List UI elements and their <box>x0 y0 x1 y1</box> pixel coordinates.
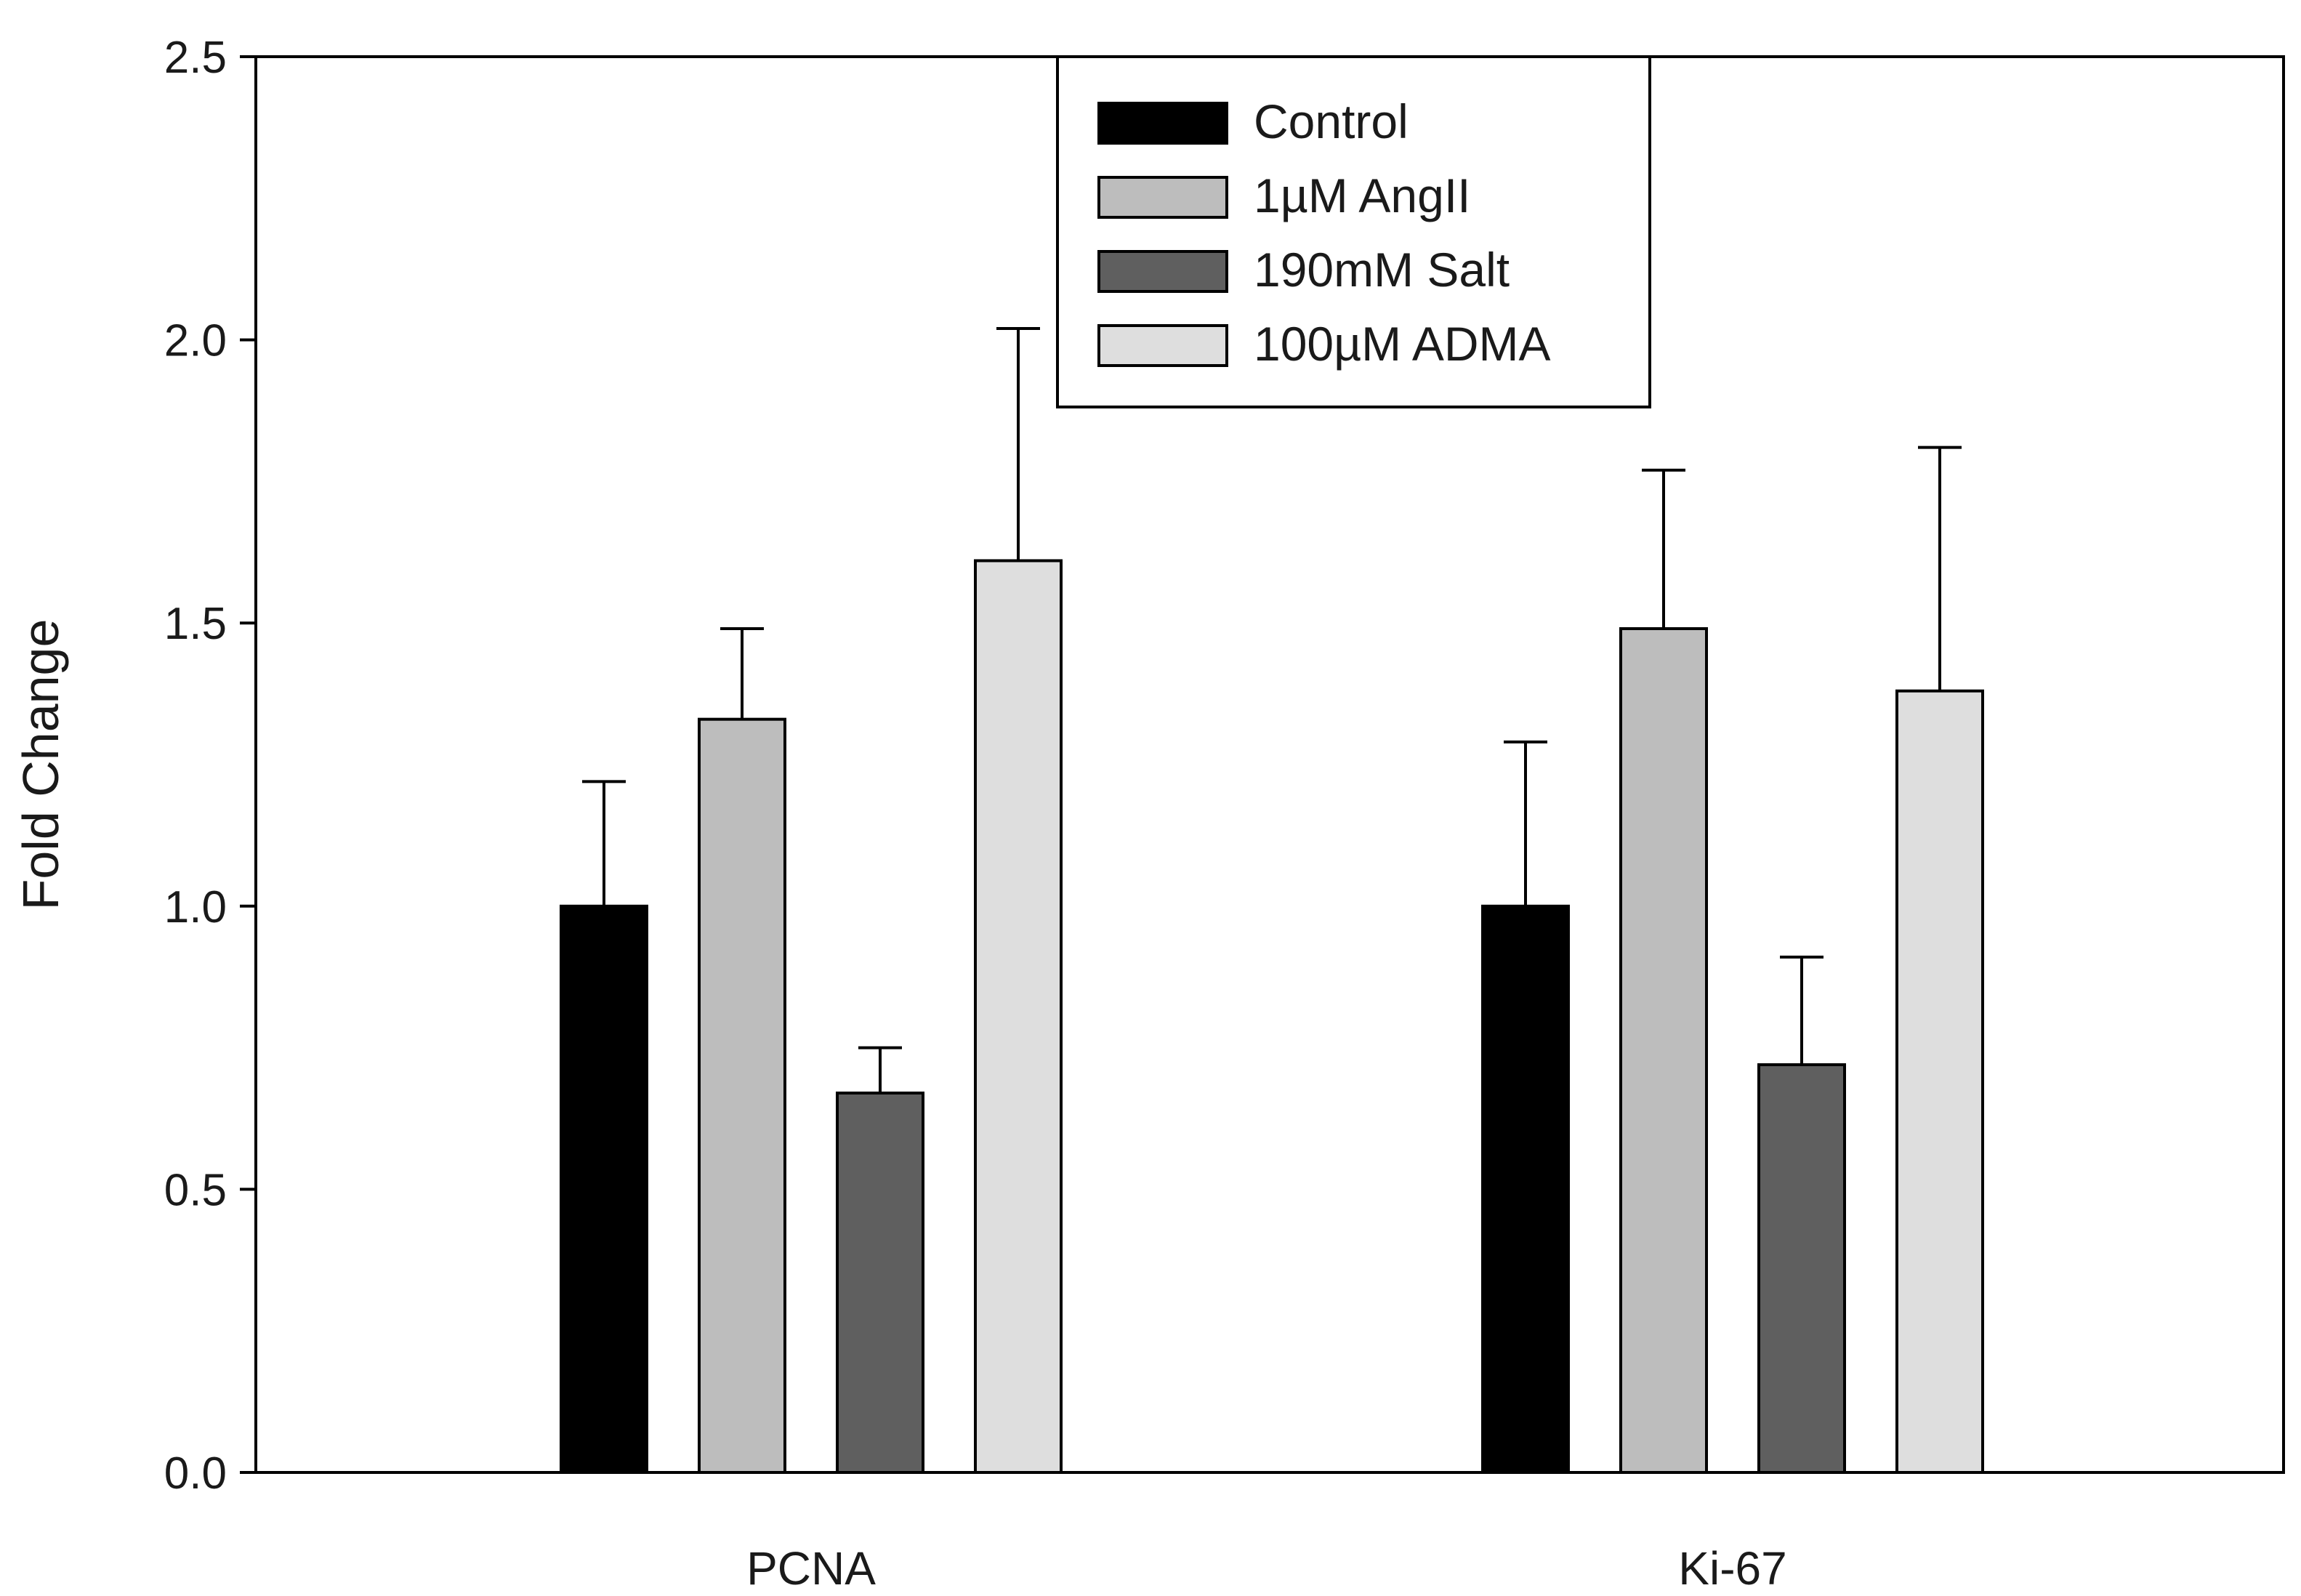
y-tick-label: 0.0 <box>164 1448 227 1499</box>
legend-swatch <box>1097 324 1228 367</box>
legend-label: 100µM ADMA <box>1254 317 1551 371</box>
bar-ki-67-1 <box>1481 904 1570 1475</box>
legend-label: Control <box>1254 94 1409 148</box>
legend-label: 190mM Salt <box>1254 243 1510 297</box>
bar-pcna-1 <box>560 904 648 1475</box>
legend-swatch <box>1097 176 1228 219</box>
y-axis-title: Fold Change <box>12 619 69 911</box>
legend-swatch <box>1097 102 1228 145</box>
bar-ki-67-4 <box>1895 689 1984 1474</box>
legend-label: 1µM AngII <box>1254 169 1471 222</box>
y-tick-label: 1.5 <box>164 599 227 649</box>
y-axis: 0.0 0.5 1.0 1.5 2.0 2.5 <box>164 33 256 1499</box>
legend: Control 1µM AngII 190mM Salt 100µM ADMA <box>1056 55 1651 408</box>
y-tick-label: 1.0 <box>164 882 227 932</box>
bar-ki-67-2 <box>1619 626 1708 1475</box>
y-tick-label: 2.0 <box>164 316 227 366</box>
x-category-label: Ki-67 <box>1678 1542 1786 1592</box>
legend-swatch <box>1097 250 1228 293</box>
legend-items: Control 1µM AngII 190mM Salt 100µM ADMA <box>1097 94 1551 371</box>
bar-pcna-3 <box>836 1091 924 1475</box>
y-tick-label: 2.5 <box>164 33 227 83</box>
bar-ki-67-3 <box>1757 1063 1846 1474</box>
bar-pcna-2 <box>698 717 786 1475</box>
bars-layer <box>560 327 1984 1475</box>
y-tick-label: 0.5 <box>164 1165 227 1215</box>
bar-pcna-4 <box>974 559 1063 1474</box>
category-labels: PCNA Ki-67 <box>746 1542 1787 1595</box>
x-category-label: PCNA <box>746 1542 876 1592</box>
